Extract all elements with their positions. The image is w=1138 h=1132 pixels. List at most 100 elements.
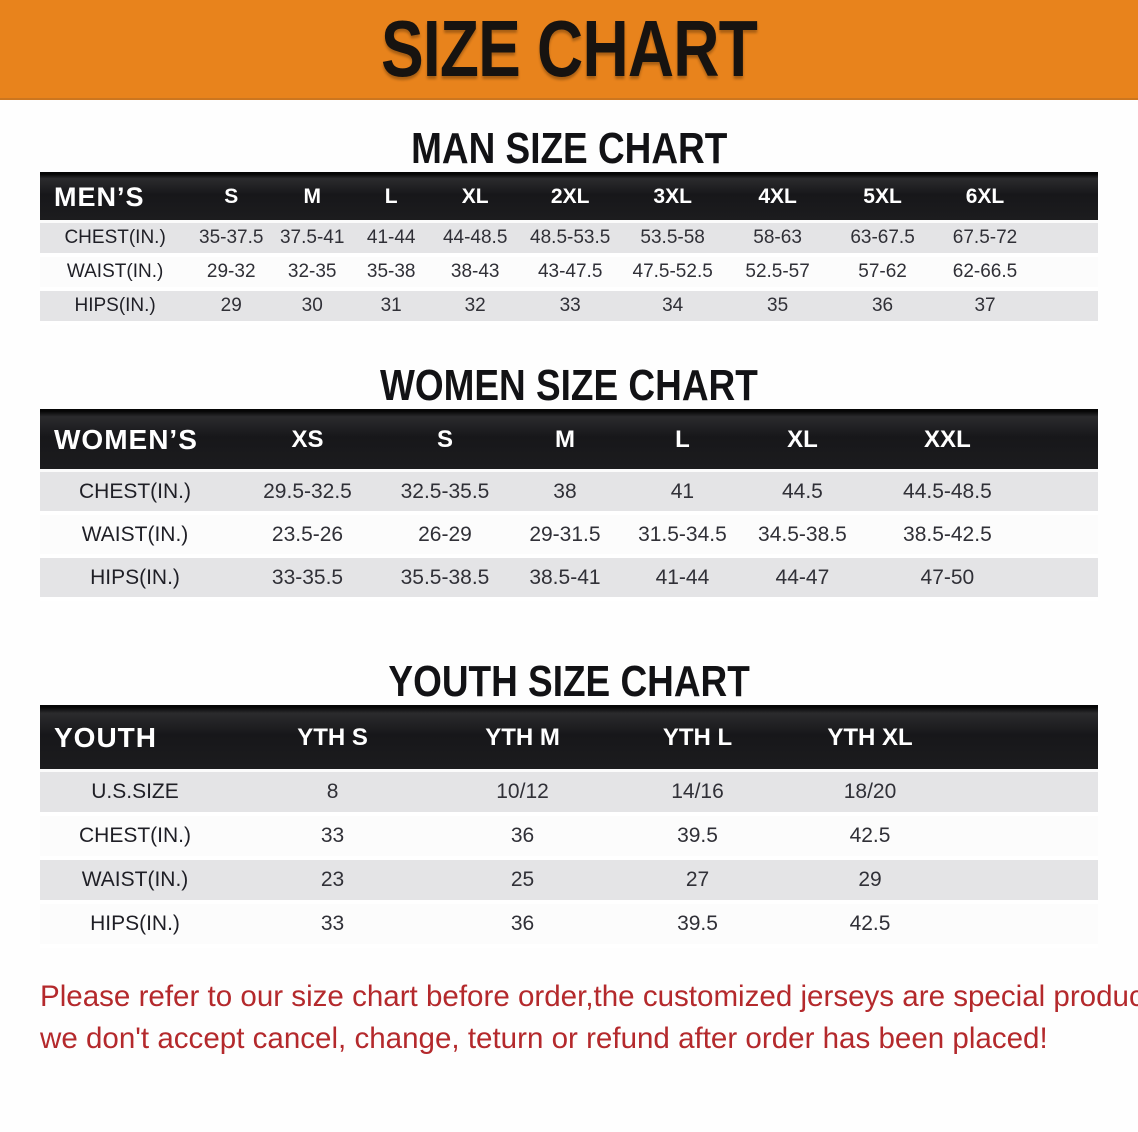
measurement-row: WAIST(IN.) 23 25 27 29 [40, 858, 1098, 904]
value-cell: 57-62 [830, 255, 936, 291]
row-label-cell: CHEST(IN.) [40, 470, 231, 515]
women-section-title: WOMEN SIZE CHART [380, 361, 758, 410]
value-cell: 31.5-34.5 [624, 513, 740, 558]
size-table-header-row: MEN’S S M L XL 2XL 3XL 4XL 5XL 6XL [40, 172, 1098, 223]
value-cell: 41-44 [352, 221, 431, 257]
value-cell: 35.5-38.5 [385, 556, 505, 601]
measurement-row: CHEST(IN.) 35-37.5 37.5-41 41-44 44-48.5 48.5… [40, 221, 1098, 257]
value-cell: 52.5-57 [725, 255, 831, 291]
value-cell: 53.5-58 [620, 221, 726, 257]
measurement-row: WAIST(IN.) 23.5-26 26-29 29-31.5 31.5-34.5 34… [40, 513, 1098, 558]
row-filler-cell [955, 814, 1098, 860]
value-cell: 38-43 [430, 255, 521, 291]
value-cell: 30 [272, 289, 353, 325]
disclaimer-line-1: Please refer to our size chart before or… [40, 980, 1138, 1013]
measurement-row: CHEST(IN.) 33 36 39.5 42.5 [40, 814, 1098, 860]
value-cell: 42.5 [785, 902, 956, 948]
row-filler-cell [1029, 470, 1098, 515]
value-cell: 41 [624, 470, 740, 515]
value-cell: 33 [520, 289, 621, 325]
row-filler-cell [1035, 289, 1098, 325]
value-cell: 29 [190, 289, 273, 325]
row-label-cell: HIPS(IN.) [40, 289, 191, 325]
size-header-cell: S [190, 172, 273, 223]
value-cell: 32 [430, 289, 521, 325]
size-header-cell: L [352, 172, 431, 223]
youth-size-table: YOUTH YTH S YTH M YTH L YTH XL U.S.SIZE 8 10/12… [40, 705, 1098, 948]
size-chart-banner: SIZE CHART [0, 0, 1138, 100]
value-cell: 47.5-52.5 [620, 255, 726, 291]
row-filler-cell [1029, 513, 1098, 558]
value-cell: 23.5-26 [230, 513, 385, 558]
size-header-cell: M [504, 409, 625, 472]
size-header-cell: XL [430, 172, 521, 223]
youth-section-title: YOUTH SIZE CHART [388, 657, 750, 706]
value-cell: 44-48.5 [430, 221, 521, 257]
row-filler-cell [1035, 221, 1098, 257]
value-cell: 25 [435, 858, 611, 904]
row-filler-cell [955, 770, 1098, 816]
value-cell: 33-35.5 [230, 556, 385, 601]
value-cell: 36 [435, 814, 611, 860]
size-header-cell: 3XL [620, 172, 726, 223]
value-cell: 39.5 [610, 814, 786, 860]
value-cell: 67.5-72 [935, 221, 1035, 257]
value-cell: 18/20 [785, 770, 956, 816]
value-cell: 44.5 [739, 470, 865, 515]
men-section-title: MAN SIZE CHART [410, 124, 728, 173]
size-header-cell: YTH L [610, 705, 786, 772]
value-cell: 38.5-41 [504, 556, 625, 601]
value-cell: 33 [230, 814, 436, 860]
value-cell: 35-37.5 [190, 221, 273, 257]
size-table-header-row: YOUTH YTH S YTH M YTH L YTH XL [40, 705, 1098, 772]
value-cell: 29.5-32.5 [230, 470, 385, 515]
value-cell: 29-32 [190, 255, 273, 291]
row-filler-cell [955, 858, 1098, 904]
measurement-row: U.S.SIZE 8 10/12 14/16 18/20 [40, 770, 1098, 816]
value-cell: 34 [620, 289, 726, 325]
disclaimer-line-2: we don't accept cancel, change, teturn o… [40, 1022, 1048, 1055]
size-header-cell: S [385, 409, 505, 472]
row-label-cell: CHEST(IN.) [40, 221, 191, 257]
value-cell: 23 [230, 858, 436, 904]
size-header-cell: YTH M [435, 705, 611, 772]
row-filler-cell [955, 902, 1098, 948]
value-cell: 58-63 [725, 221, 831, 257]
row-label-cell: CHEST(IN.) [40, 814, 231, 860]
value-cell: 38 [504, 470, 625, 515]
row-label-cell: U.S.SIZE [40, 770, 231, 816]
value-cell: 36 [435, 902, 611, 948]
value-cell: 29 [785, 858, 956, 904]
value-cell: 14/16 [610, 770, 786, 816]
size-header-cell: XS [230, 409, 385, 472]
measurement-row: WAIST(IN.) 29-32 32-35 35-38 38-43 43-47.5 47.… [40, 255, 1098, 291]
size-header-cell: YTH S [230, 705, 436, 772]
value-cell: 35-38 [352, 255, 431, 291]
value-cell: 41-44 [624, 556, 740, 601]
size-header-cell: YTH XL [785, 705, 956, 772]
value-cell: 44-47 [739, 556, 865, 601]
measurement-row: HIPS(IN.) 33 36 39.5 42.5 [40, 902, 1098, 948]
size-header-cell: 6XL [935, 172, 1035, 223]
value-cell: 39.5 [610, 902, 786, 948]
banner-title: SIZE CHART [381, 4, 758, 93]
group-label-cell: WOMEN’S [40, 409, 231, 472]
value-cell: 62-66.5 [935, 255, 1035, 291]
value-cell: 26-29 [385, 513, 505, 558]
order-disclaimer: Please refer to our size chart before or… [40, 976, 1138, 1060]
value-cell: 32.5-35.5 [385, 470, 505, 515]
value-cell: 43-47.5 [520, 255, 621, 291]
value-cell: 33 [230, 902, 436, 948]
men-size-table: MEN’S S M L XL 2XL 3XL 4XL 5XL 6XL CHEST(IN.) 35-37… [40, 172, 1098, 325]
value-cell: 47-50 [864, 556, 1030, 601]
value-cell: 48.5-53.5 [520, 221, 621, 257]
header-filler-cell [1035, 172, 1098, 223]
size-header-cell: XL [739, 409, 865, 472]
row-label-cell: WAIST(IN.) [40, 513, 231, 558]
measurement-row: HIPS(IN.) 33-35.5 35.5-38.5 38.5-41 41-44 44-… [40, 556, 1098, 601]
header-filler-cell [955, 705, 1098, 772]
size-header-cell: M [272, 172, 353, 223]
value-cell: 31 [352, 289, 431, 325]
size-header-cell: 4XL [725, 172, 831, 223]
value-cell: 42.5 [785, 814, 956, 860]
